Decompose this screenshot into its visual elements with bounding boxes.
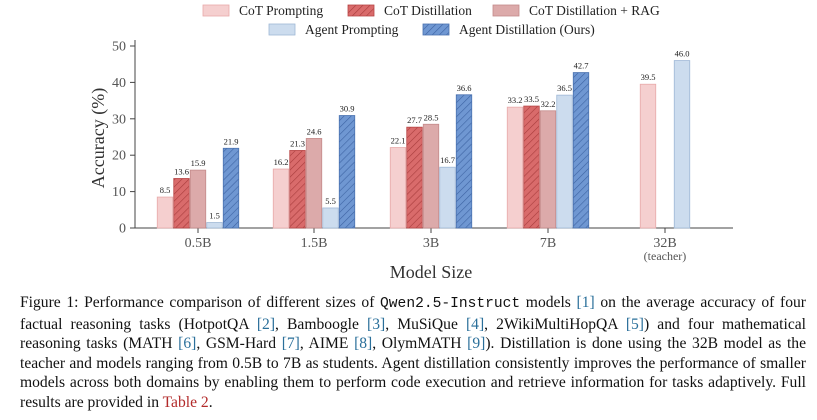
x-axis-label: Model Size bbox=[390, 262, 473, 282]
chart-data-labels: 8.513.615.9 1.5 21.9 16.221.324.6 5.5 30.9 22.… bbox=[160, 49, 690, 221]
legend-label: Agent Distillation (Ours) bbox=[459, 22, 595, 37]
bar-value-label: 21.9 bbox=[224, 136, 239, 146]
citation-link[interactable]: [6] bbox=[178, 335, 197, 353]
caption-text: on the average accuracy of four factual … bbox=[20, 294, 806, 333]
caption-text: , Bamboogle bbox=[275, 315, 368, 333]
bar bbox=[272, 168, 290, 229]
legend-label: CoT Distillation bbox=[384, 3, 472, 18]
bar-value-label: 28.5 bbox=[424, 112, 439, 122]
bar-value-label: 22.1 bbox=[391, 136, 406, 146]
bar bbox=[222, 147, 240, 229]
table-reference-link[interactable]: Table 2 bbox=[162, 393, 209, 411]
legend-swatch bbox=[202, 4, 230, 17]
bar-value-label: 36.5 bbox=[557, 83, 572, 93]
bar-value-label: 16.7 bbox=[440, 155, 455, 165]
bar bbox=[506, 106, 524, 229]
caption-model-name: Qwen2.5-Instruct bbox=[380, 296, 521, 312]
legend-swatch bbox=[422, 23, 450, 36]
bar bbox=[523, 105, 540, 229]
bar bbox=[156, 196, 174, 229]
bar-value-label: 36.6 bbox=[457, 83, 472, 93]
legend-label: CoT Distillation + RAG bbox=[529, 3, 660, 18]
caption-text: , OlymMATH bbox=[372, 335, 468, 353]
bar-value-label: 16.2 bbox=[274, 157, 289, 167]
bar-value-label: 46.0 bbox=[675, 49, 690, 59]
bar-value-label: 5.5 bbox=[325, 196, 336, 206]
bar bbox=[406, 126, 423, 229]
chart-bars bbox=[156, 60, 691, 229]
bar bbox=[338, 115, 356, 229]
bar bbox=[539, 110, 557, 229]
legend-swatch bbox=[268, 23, 296, 36]
citation-link[interactable]: [7] bbox=[281, 335, 300, 353]
caption-text: , AIME bbox=[299, 335, 355, 353]
legend-swatch bbox=[492, 4, 520, 17]
bar-value-label: 13.6 bbox=[174, 166, 189, 176]
bar-value-label: 24.6 bbox=[307, 126, 322, 136]
caption-text: , 2WikiMultiHopQA bbox=[484, 315, 626, 333]
bar-value-label: 8.5 bbox=[160, 185, 171, 195]
bar-value-label: 42.7 bbox=[574, 61, 589, 71]
bar bbox=[455, 94, 473, 229]
citation-link[interactable]: [5] bbox=[625, 315, 644, 333]
x-tick-label: 7B bbox=[540, 236, 556, 251]
bar bbox=[556, 94, 573, 229]
y-tick-label: 20 bbox=[112, 149, 126, 164]
bar bbox=[572, 72, 590, 229]
x-tick-sublabel: (teacher) bbox=[644, 249, 687, 263]
bar-value-label: 30.9 bbox=[340, 104, 355, 114]
caption-text: ) and four mathematical reasoning tasks … bbox=[20, 315, 806, 353]
x-tick-label: 3B bbox=[423, 236, 439, 251]
bar bbox=[639, 83, 657, 229]
chart-axes: 0 10 20 30 40 50 0.5B 1.5B 3B 7B 32B(teacher) bbox=[112, 40, 733, 263]
caption-text: models bbox=[520, 294, 577, 311]
bar bbox=[422, 123, 440, 229]
caption-text: . bbox=[208, 393, 213, 411]
bar bbox=[305, 138, 323, 229]
citation-link[interactable]: [8] bbox=[354, 335, 373, 353]
x-tick-label: 32B bbox=[653, 236, 676, 251]
chart-legend: CoT Prompting CoT Distillation CoT Distill… bbox=[202, 3, 660, 37]
bar-value-label: 21.3 bbox=[290, 138, 305, 148]
bar bbox=[173, 178, 190, 229]
x-tick-label: 1.5B bbox=[301, 236, 328, 251]
bar bbox=[206, 222, 223, 229]
bar-value-label: 39.5 bbox=[641, 72, 656, 82]
bar-value-label: 32.2 bbox=[541, 99, 556, 109]
legend-label: Agent Prompting bbox=[305, 22, 399, 37]
citation-link[interactable]: [1] bbox=[576, 294, 595, 311]
y-tick-label: 40 bbox=[112, 76, 126, 91]
citation-link[interactable]: [3] bbox=[367, 315, 386, 333]
y-tick-label: 50 bbox=[112, 40, 126, 55]
caption-text: , GSM-Hard bbox=[196, 335, 282, 353]
y-tick-label: 10 bbox=[112, 185, 126, 200]
caption-text: , MuSiQue bbox=[385, 315, 466, 333]
caption-text: Figure 1: Performance comparison of diff… bbox=[20, 294, 381, 311]
bar bbox=[189, 169, 207, 229]
x-tick-label: 0.5B bbox=[185, 236, 212, 251]
citation-link[interactable]: [4] bbox=[465, 315, 485, 333]
bar-value-label: 33.5 bbox=[524, 94, 539, 104]
bar-value-label: 15.9 bbox=[191, 158, 206, 168]
y-tick-label: 30 bbox=[112, 112, 126, 127]
bar bbox=[289, 150, 306, 229]
bar bbox=[439, 166, 456, 229]
legend-label: CoT Prompting bbox=[239, 3, 323, 18]
y-axis-label: Accuracy (%) bbox=[88, 88, 109, 188]
citation-link[interactable]: [2] bbox=[256, 315, 276, 333]
caption-text: ). Distillation is done using the 32B mo… bbox=[20, 335, 806, 411]
bar-value-label: 27.7 bbox=[407, 115, 422, 125]
accuracy-bar-chart: CoT Prompting CoT Distillation CoT Distill… bbox=[88, 3, 733, 282]
y-tick-label: 0 bbox=[119, 222, 126, 237]
legend-swatch bbox=[347, 4, 375, 17]
citation-link[interactable]: [9] bbox=[467, 335, 486, 353]
bar bbox=[322, 207, 339, 229]
bar bbox=[673, 60, 691, 229]
bar bbox=[389, 147, 407, 229]
figure-caption: Figure 1: Performance comparison of diff… bbox=[20, 293, 806, 413]
bar-value-label: 1.5 bbox=[209, 211, 220, 221]
bar-value-label: 33.2 bbox=[508, 95, 523, 105]
